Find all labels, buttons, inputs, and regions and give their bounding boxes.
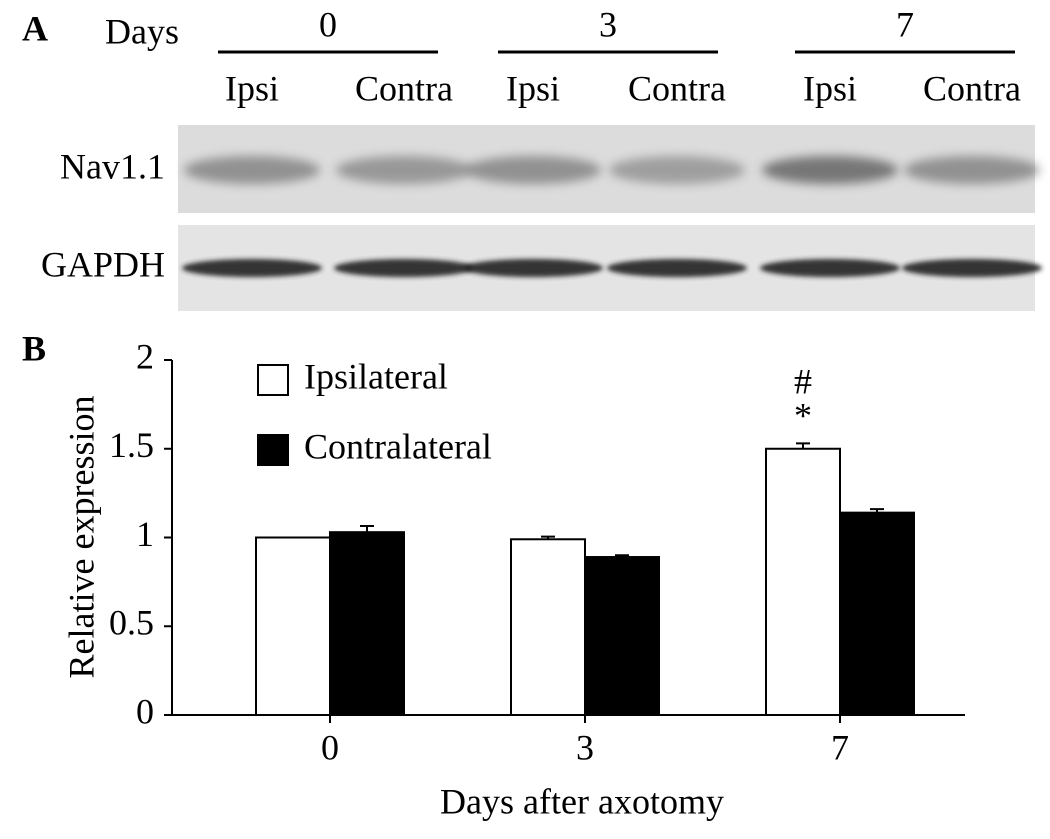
legend-swatch bbox=[257, 434, 289, 466]
x-tick-label: 0 bbox=[321, 727, 339, 767]
band bbox=[465, 156, 601, 184]
lane-label: Ipsi bbox=[506, 68, 560, 108]
error-bar bbox=[541, 535, 555, 540]
legend-label: Ipsilateral bbox=[304, 356, 448, 396]
band bbox=[760, 259, 900, 277]
error-bar bbox=[796, 442, 810, 449]
y-tick-label: 0.5 bbox=[109, 603, 154, 643]
annotation: # bbox=[794, 362, 812, 402]
day-label: 3 bbox=[599, 4, 617, 44]
band bbox=[607, 259, 747, 277]
bar bbox=[510, 538, 586, 717]
error-bar bbox=[615, 554, 629, 558]
error-bar bbox=[360, 524, 374, 533]
error-bar bbox=[870, 508, 884, 513]
y-axis-label: Relative expression bbox=[61, 396, 101, 679]
y-tick-label: 2 bbox=[136, 336, 154, 376]
band bbox=[762, 156, 898, 184]
bar bbox=[765, 447, 841, 716]
days-label: Days bbox=[105, 11, 179, 51]
panel-label: A bbox=[22, 8, 48, 48]
legend-label: Contralateral bbox=[304, 426, 492, 466]
row-label: Nav1.1 bbox=[60, 146, 165, 186]
lane-label: Contra bbox=[923, 68, 1021, 108]
bar bbox=[584, 556, 660, 717]
day-label: 7 bbox=[896, 4, 914, 44]
band bbox=[609, 156, 745, 184]
band bbox=[336, 156, 472, 184]
y-tick-label: 1 bbox=[136, 514, 154, 554]
band bbox=[463, 259, 603, 277]
day-label: 0 bbox=[319, 4, 337, 44]
bar bbox=[839, 511, 915, 717]
lane-label: Contra bbox=[628, 68, 726, 108]
x-axis-label: Days after axotomy bbox=[440, 781, 724, 821]
y-tick-label: 0 bbox=[136, 691, 154, 731]
annotation: * bbox=[794, 396, 812, 436]
legend-swatch bbox=[257, 364, 289, 396]
row-label: GAPDH bbox=[41, 244, 165, 284]
band bbox=[334, 259, 474, 277]
bar bbox=[255, 536, 331, 716]
band bbox=[904, 156, 1040, 184]
lane-label: Contra bbox=[355, 68, 453, 108]
lane-label: Ipsi bbox=[225, 68, 279, 108]
bar bbox=[329, 531, 405, 716]
panel-label: B bbox=[22, 328, 46, 368]
band bbox=[184, 156, 320, 184]
lane-label: Ipsi bbox=[803, 68, 857, 108]
x-tick-label: 3 bbox=[576, 727, 594, 767]
band bbox=[182, 259, 322, 277]
band bbox=[902, 259, 1042, 277]
y-tick-label: 1.5 bbox=[109, 425, 154, 465]
x-tick-label: 7 bbox=[831, 727, 849, 767]
